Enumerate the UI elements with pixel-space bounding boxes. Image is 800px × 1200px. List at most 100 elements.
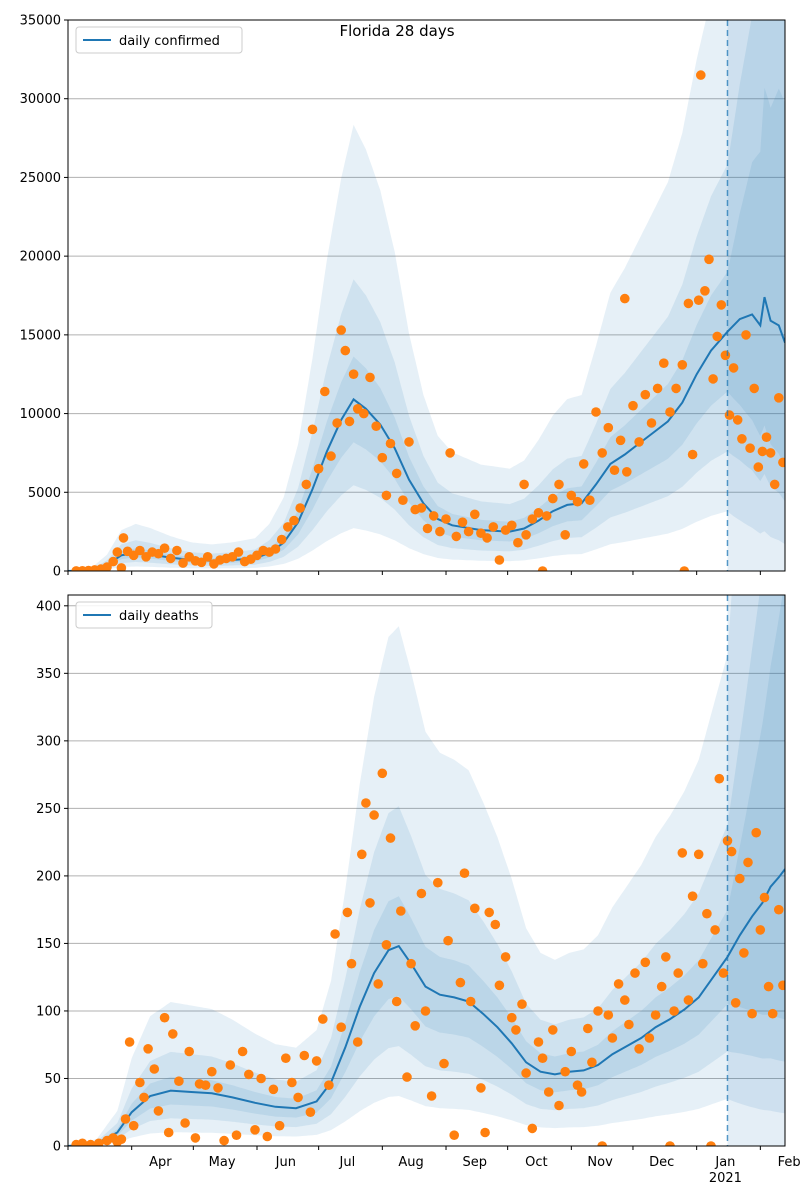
data-point bbox=[634, 1044, 644, 1054]
data-point bbox=[634, 437, 644, 447]
data-point bbox=[219, 1135, 229, 1146]
data-point bbox=[168, 1029, 178, 1039]
data-point bbox=[669, 1006, 679, 1016]
data-point bbox=[671, 383, 681, 394]
data-point bbox=[507, 520, 517, 531]
data-point bbox=[459, 868, 470, 878]
data-point bbox=[659, 358, 669, 369]
data-point bbox=[698, 958, 708, 969]
data-point bbox=[283, 522, 293, 532]
data-point bbox=[276, 534, 287, 545]
y-tick-label: 15000 bbox=[20, 328, 61, 343]
y-tick-label: 25000 bbox=[20, 171, 61, 186]
data-point bbox=[585, 495, 595, 506]
y-tick-label: 10000 bbox=[20, 407, 61, 422]
data-point bbox=[326, 451, 336, 461]
data-point bbox=[385, 833, 396, 843]
data-point bbox=[767, 1008, 778, 1019]
data-point bbox=[591, 407, 601, 417]
x-tick-label: Feb bbox=[778, 1155, 800, 1170]
y-tick-label: 0 bbox=[53, 1140, 61, 1155]
data-point bbox=[728, 363, 739, 373]
data-point bbox=[718, 968, 729, 978]
data-point bbox=[763, 981, 774, 992]
y-tick-label: 300 bbox=[36, 734, 61, 749]
data-point bbox=[377, 452, 388, 463]
data-point bbox=[745, 443, 755, 454]
data-point bbox=[426, 1091, 437, 1101]
data-point bbox=[494, 980, 505, 991]
data-point bbox=[116, 1134, 127, 1144]
data-point bbox=[480, 1127, 490, 1138]
data-point bbox=[153, 548, 164, 559]
data-point bbox=[778, 980, 785, 991]
observed-points bbox=[71, 768, 785, 1146]
data-point bbox=[305, 1107, 316, 1117]
data-point bbox=[597, 1141, 607, 1146]
data-point bbox=[470, 509, 480, 520]
legend-label: daily deaths bbox=[119, 609, 199, 624]
data-point bbox=[336, 1022, 347, 1032]
uncertainty-band bbox=[68, 20, 785, 571]
data-point bbox=[402, 1072, 412, 1082]
data-point bbox=[677, 848, 688, 858]
data-point bbox=[213, 1083, 223, 1093]
data-point bbox=[624, 1019, 634, 1030]
data-point bbox=[455, 977, 466, 988]
data-point bbox=[385, 438, 396, 449]
data-point bbox=[765, 448, 776, 458]
data-point bbox=[196, 557, 207, 568]
data-point bbox=[406, 958, 416, 969]
data-point bbox=[77, 1138, 88, 1146]
data-point bbox=[484, 907, 495, 918]
data-point bbox=[630, 968, 640, 978]
confirmed-panel: 0 5000 10000 15000 20000 25000 30000 35000 daily… bbox=[20, 14, 786, 580]
data-point bbox=[381, 940, 392, 950]
data-point bbox=[757, 446, 768, 457]
uncertainty-band bbox=[68, 595, 785, 1146]
data-point bbox=[112, 547, 123, 557]
data-point bbox=[693, 295, 704, 306]
data-point bbox=[620, 293, 630, 304]
data-point bbox=[139, 1092, 149, 1103]
data-point bbox=[301, 479, 312, 490]
data-point bbox=[293, 1092, 303, 1103]
data-point bbox=[566, 490, 577, 501]
y-tick-label: 400 bbox=[36, 599, 61, 614]
data-point bbox=[578, 459, 589, 469]
data-point bbox=[342, 907, 353, 918]
legend-box bbox=[75, 601, 213, 629]
data-point bbox=[548, 1025, 558, 1035]
x-tick-label: Jun bbox=[275, 1155, 296, 1170]
data-point bbox=[708, 374, 718, 384]
data-point bbox=[640, 957, 651, 968]
data-point bbox=[207, 1066, 217, 1077]
x-tick-label: Apr bbox=[149, 1155, 172, 1170]
data-point bbox=[172, 545, 182, 556]
data-point bbox=[640, 389, 651, 400]
y-tick-label: 35000 bbox=[20, 14, 61, 29]
legend: daily deaths bbox=[75, 601, 213, 629]
data-point bbox=[730, 998, 741, 1008]
observed-points bbox=[71, 70, 785, 571]
data-point bbox=[344, 416, 355, 427]
data-point bbox=[244, 1069, 254, 1080]
data-point bbox=[548, 493, 558, 504]
y-tick-label: 30000 bbox=[20, 92, 61, 107]
data-point bbox=[433, 877, 443, 888]
data-point bbox=[396, 906, 406, 916]
data-point bbox=[607, 1033, 618, 1043]
data-point bbox=[724, 410, 735, 420]
data-point bbox=[346, 958, 357, 969]
data-point bbox=[225, 1060, 236, 1070]
data-point bbox=[428, 511, 439, 521]
chart-title: Florida 28 days bbox=[339, 22, 454, 40]
data-point bbox=[476, 1083, 486, 1093]
data-point bbox=[178, 558, 188, 568]
data-point bbox=[336, 325, 347, 335]
data-point bbox=[679, 566, 690, 571]
x-tick-label: Aug bbox=[398, 1155, 423, 1170]
data-point bbox=[128, 1120, 139, 1131]
data-point bbox=[712, 331, 722, 342]
data-point bbox=[410, 1021, 421, 1031]
